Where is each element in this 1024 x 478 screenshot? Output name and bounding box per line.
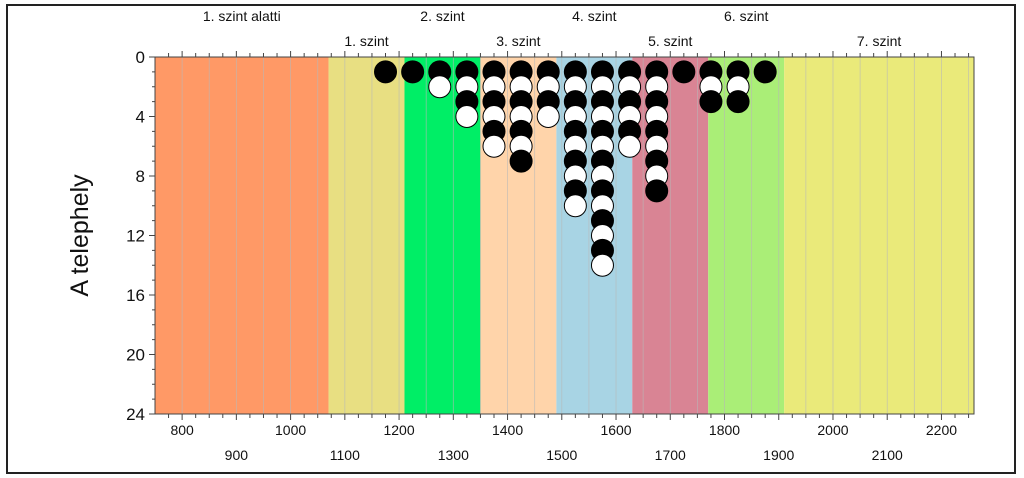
x-tick-label: 2000: [817, 422, 848, 438]
y-tick-label: 20: [126, 346, 145, 365]
y-tick-label: 0: [136, 48, 145, 67]
chart-frame: 1. szint alatti 1. szint 2. szint 3. szint 4…: [6, 4, 1016, 474]
data-point-black: [726, 90, 750, 114]
band-label: 1. szint: [344, 33, 388, 49]
y-tick-label: 16: [126, 286, 145, 305]
data-point-black: [374, 60, 398, 84]
x-tick-label: 1600: [600, 422, 631, 438]
x-tick-label: 800: [170, 422, 194, 438]
x-tick-label: 1200: [383, 422, 414, 438]
data-point-white: [428, 75, 452, 99]
data-point-white: [536, 105, 560, 128]
band-8: [784, 57, 974, 414]
x-tick-label: 1500: [546, 447, 577, 463]
band-label: 6. szint: [724, 8, 768, 24]
y-tick-label: 8: [136, 167, 145, 186]
x-tick-label: 2200: [926, 422, 957, 438]
band-7: [708, 57, 785, 414]
x-tick-label: 1000: [275, 422, 306, 438]
x-tick-label: 900: [225, 447, 249, 463]
data-point-black: [699, 90, 723, 114]
band-1: [155, 57, 329, 414]
band-label: 5. szint: [648, 33, 692, 49]
y-tick-label: 24: [126, 405, 145, 424]
data-point-white: [563, 194, 587, 218]
data-point-black: [645, 179, 669, 203]
band-label: 3. szint: [496, 33, 540, 49]
x-tick-label: 2100: [872, 447, 903, 463]
x-tick-label: 1800: [709, 422, 740, 438]
data-point-black: [509, 149, 533, 173]
data-point-white: [455, 105, 479, 128]
y-tick-label: 4: [136, 108, 145, 127]
x-tick-label: 1400: [492, 422, 523, 438]
data-point-black: [401, 60, 425, 84]
chart: 1. szint alatti 1. szint 2. szint 3. szint 4…: [66, 8, 975, 463]
band-label: 2. szint: [420, 8, 464, 24]
data-point-white: [590, 253, 614, 277]
band-label: 1. szint alatti: [203, 8, 281, 24]
data-point-white: [482, 134, 506, 158]
x-tick-label: 1100: [330, 447, 360, 463]
x-tick-label: 1300: [438, 447, 469, 463]
data-point-white: [618, 134, 642, 158]
band-label: 7. szint: [857, 33, 901, 49]
band-label: 4. szint: [572, 8, 616, 24]
y-axis-title: A telephely: [66, 174, 94, 297]
y-tick-label: 12: [126, 227, 145, 246]
x-tick-label: 1900: [763, 447, 794, 463]
band-2: [328, 57, 405, 414]
data-point-black: [753, 60, 777, 84]
x-tick-label: 1700: [655, 447, 686, 463]
data-point-black: [672, 60, 696, 84]
